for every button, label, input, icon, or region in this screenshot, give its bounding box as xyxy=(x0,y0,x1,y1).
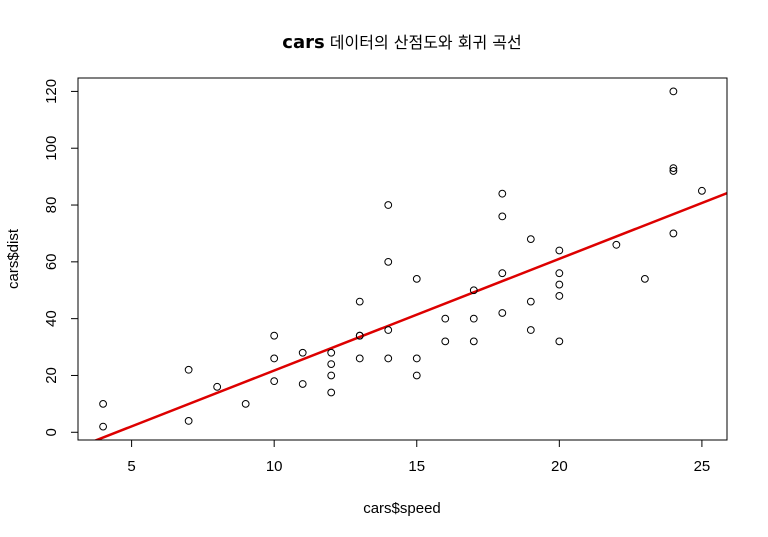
data-point xyxy=(184,417,193,425)
data-point xyxy=(698,186,706,195)
data-point xyxy=(498,189,507,198)
data-point xyxy=(469,314,478,323)
data-point xyxy=(526,235,535,244)
data-point xyxy=(99,399,107,408)
data-point xyxy=(498,309,507,317)
y-tick-label: 0 xyxy=(43,428,60,436)
data-point xyxy=(298,380,307,388)
data-point xyxy=(555,246,564,255)
data-point xyxy=(327,371,336,380)
data-point xyxy=(384,326,393,334)
y-tick-label: 120 xyxy=(43,79,60,104)
chart-title-rest: 데이터의 산점도와 회귀 곡선 xyxy=(325,33,522,52)
data-point xyxy=(384,257,393,266)
data-point xyxy=(327,388,336,397)
data-point xyxy=(270,354,279,363)
data-point xyxy=(498,212,507,221)
data-point xyxy=(669,167,678,175)
data-point xyxy=(412,371,421,380)
x-tick-label: 15 xyxy=(408,458,425,475)
data-point xyxy=(213,382,222,391)
data-point xyxy=(355,297,364,306)
data-point xyxy=(555,280,564,289)
data-point xyxy=(355,331,364,340)
data-point xyxy=(669,87,678,96)
data-point xyxy=(669,229,678,238)
data-point xyxy=(412,354,421,363)
x-axis-label: cars$speed xyxy=(363,500,441,517)
chart-title: cars 데이터의 산점도와 회귀 곡선 xyxy=(282,32,521,53)
data-point xyxy=(526,297,535,306)
data-point xyxy=(498,269,507,278)
data-point xyxy=(384,354,393,363)
plot-area: 5 10 15 20 25 0 20 40 60 80 100 120 xyxy=(43,77,728,475)
data-point xyxy=(298,348,307,357)
regression-line xyxy=(93,191,727,440)
data-point xyxy=(412,274,421,283)
data-point xyxy=(327,360,336,369)
data-point xyxy=(640,274,649,283)
data-point xyxy=(555,269,564,278)
y-tick-label: 40 xyxy=(43,310,60,327)
data-point xyxy=(384,201,393,209)
x-tick-label: 20 xyxy=(551,458,568,475)
data-point xyxy=(555,292,564,300)
data-point xyxy=(355,354,364,363)
data-point xyxy=(270,377,279,386)
chart-title-bold: cars xyxy=(282,32,324,53)
data-point xyxy=(555,337,564,346)
data-point xyxy=(241,399,250,408)
data-point xyxy=(526,326,535,334)
data-point xyxy=(441,314,450,323)
data-point xyxy=(469,337,478,346)
y-tick-label: 20 xyxy=(43,367,60,384)
y-tick-label: 60 xyxy=(43,253,60,270)
plot-frame xyxy=(77,77,728,441)
data-point xyxy=(441,337,450,346)
y-tick-label: 80 xyxy=(43,197,60,214)
data-point xyxy=(612,240,621,249)
data-point xyxy=(327,348,336,357)
x-tick-label: 5 xyxy=(127,458,135,475)
data-point xyxy=(469,286,478,295)
data-point xyxy=(99,422,107,431)
data-point xyxy=(184,365,193,374)
data-point xyxy=(270,331,279,340)
x-tick-label: 10 xyxy=(266,458,283,475)
y-axis-label: cars$dist xyxy=(5,228,22,289)
y-tick-label: 100 xyxy=(43,136,60,161)
data-point xyxy=(669,164,678,173)
x-tick-label: 25 xyxy=(694,458,711,475)
